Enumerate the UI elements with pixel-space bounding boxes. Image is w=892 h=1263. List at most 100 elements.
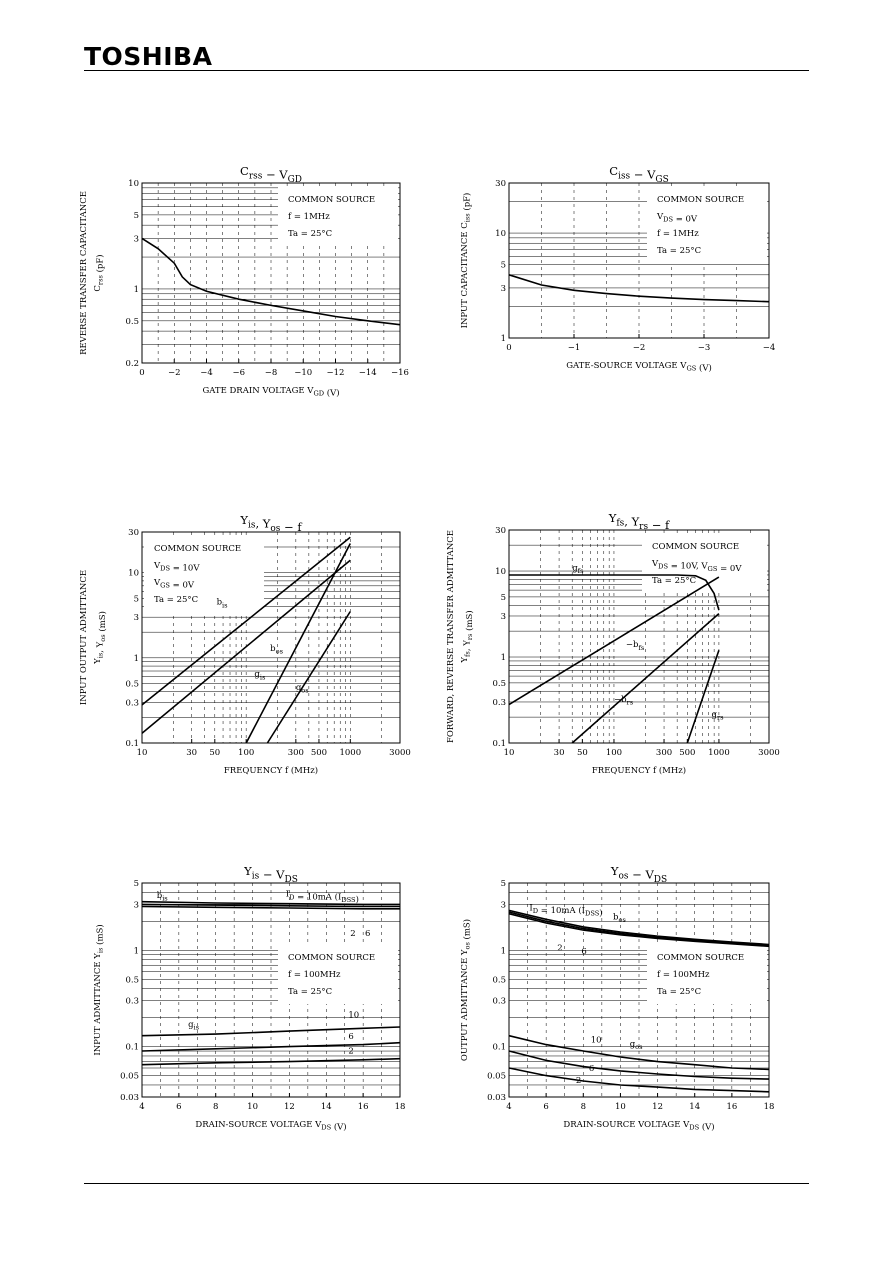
y-tick-label: 0.3 — [492, 698, 506, 708]
y-tick-label: 30 — [495, 179, 506, 189]
y-tick-label: 0.1 — [125, 739, 139, 749]
series-line — [141, 536, 351, 706]
x-tick-label: 100 — [238, 748, 254, 758]
chart-title: Crss − VGD — [240, 164, 302, 185]
x-tick-label: 50 — [577, 748, 588, 758]
series-label: −brs — [614, 695, 634, 707]
annotation-label: 6 — [348, 1032, 353, 1042]
series-line — [141, 237, 401, 326]
x-tick-label: 1000 — [708, 748, 730, 758]
y-tick-label: 0.3 — [125, 997, 139, 1007]
condition-text: Ta = 25°C — [657, 987, 701, 997]
series-label: −bfs — [626, 640, 645, 652]
annotation-label: 2 — [576, 1076, 581, 1086]
chart-title: Yis, Yos − f — [239, 513, 302, 534]
condition-text: VDS = 10V — [153, 561, 200, 574]
series-label: gfs — [572, 563, 584, 575]
x-axis-label: FREQUENCY f (MHz) — [224, 765, 318, 776]
series-line — [508, 1034, 770, 1071]
x-tick-label: 30 — [554, 748, 565, 758]
series-line — [508, 912, 770, 948]
annotation-label: 2 — [348, 1046, 353, 1056]
series-line — [508, 1050, 770, 1080]
condition-text: Ta = 25°C — [154, 595, 198, 605]
y-tick-label: 0.3 — [492, 997, 506, 1007]
condition-text: Ta = 25°C — [652, 576, 696, 586]
series-line — [686, 649, 720, 744]
annotation-label: bos — [613, 912, 626, 924]
x-tick-label: 500 — [679, 748, 695, 758]
y-axis-label: OUTPUT ADMITTANCE Yos (mS) — [460, 919, 473, 1061]
plot-frame — [141, 882, 401, 1098]
conditions-box — [642, 534, 767, 593]
series-label: gis — [254, 670, 266, 682]
x-tick-label: 300 — [656, 748, 672, 758]
series-label: bos — [270, 644, 283, 656]
plot-frame — [508, 529, 770, 744]
annotation-label: 2 — [557, 943, 562, 953]
condition-text: Ta = 25°C — [657, 246, 701, 256]
chart-title: Yos − VDS — [610, 864, 667, 885]
y-axis-label: Yis, Yos (mS) — [93, 611, 108, 665]
y-tick-label: 0.2 — [125, 359, 139, 369]
y-tick-label: 5 — [134, 211, 139, 221]
chart-c2: COMMON SOURCE VDS = 0V f = 1MHz Ta = 25°C 0 −… — [460, 164, 775, 374]
x-tick-label: 30 — [186, 748, 197, 758]
condition-text: COMMON SOURCE — [154, 544, 241, 554]
y-tick-label: 3 — [501, 284, 506, 294]
y-axis-label: INPUT OUTPUT ADMITTANCE — [79, 570, 89, 705]
x-tick-label: −4 — [763, 343, 776, 353]
x-tick-label: 10 — [137, 748, 148, 758]
x-tick-label: 8 — [213, 1102, 218, 1112]
series-label: bis — [217, 598, 229, 610]
y-tick-label: 1 — [134, 946, 139, 956]
y-tick-label: 10 — [495, 229, 506, 239]
series-line — [141, 905, 400, 910]
x-tick-label: 4 — [139, 1102, 144, 1112]
brand-logo: TOSHIBA — [84, 42, 213, 71]
condition-text: f = 1MHz — [288, 212, 330, 222]
chart-title: Yis − VDS — [243, 864, 298, 885]
y-tick-label: 5 — [134, 879, 139, 889]
y-tick-label: 0.5 — [492, 679, 506, 689]
x-tick-label: 3000 — [758, 748, 780, 758]
y-tick-label: 3 — [134, 234, 139, 244]
footer-rule — [84, 1183, 809, 1184]
y-tick-label: 0.1 — [125, 1043, 139, 1053]
conditions-box — [144, 536, 264, 612]
y-axis-label: INPUT ADMITTANCE Yis (mS) — [93, 924, 106, 1055]
y-tick-label: 3 — [134, 613, 139, 623]
x-tick-label: 18 — [395, 1102, 406, 1112]
chart-c3: COMMON SOURCE VDS = 10V VGS = 0V Ta = 25°C b… — [79, 513, 411, 776]
annotation-label: 10 — [591, 1036, 602, 1046]
x-axis-label: DRAIN-SOURCE VOLTAGE VDS (V) — [563, 1120, 714, 1133]
x-tick-label: 14 — [689, 1102, 700, 1112]
annotation-label: 6 — [365, 929, 370, 939]
annotation-label: ID = 10mA (IDSS) — [529, 903, 602, 918]
x-tick-label: 0 — [139, 368, 144, 378]
condition-text: Ta = 25°C — [288, 987, 332, 997]
y-tick-label: 0.1 — [492, 739, 506, 749]
y-tick-label: 3 — [501, 612, 506, 622]
y-tick-label: 0.5 — [125, 679, 139, 689]
condition-text: VGS = 0V — [153, 578, 195, 591]
series-line — [141, 903, 400, 908]
annotation-label: 2 — [350, 929, 355, 939]
series-line — [141, 1041, 401, 1052]
condition-text: COMMON SOURCE — [652, 542, 739, 552]
x-tick-label: −10 — [294, 368, 312, 378]
x-tick-label: 100 — [606, 748, 622, 758]
x-tick-label: −4 — [200, 368, 213, 378]
y-axis-label: Yfs, Yrs (mS) — [460, 610, 475, 663]
y-tick-label: 0.1 — [492, 1043, 506, 1053]
series-line — [141, 1057, 401, 1066]
x-tick-label: 500 — [311, 748, 327, 758]
conditions-box — [278, 187, 398, 246]
x-tick-label: 18 — [764, 1102, 775, 1112]
series-line — [141, 559, 351, 734]
y-tick-label: 3 — [501, 900, 506, 910]
series-line — [508, 274, 770, 303]
y-tick-label: 0.5 — [492, 975, 506, 985]
plot-frame — [508, 882, 770, 1098]
